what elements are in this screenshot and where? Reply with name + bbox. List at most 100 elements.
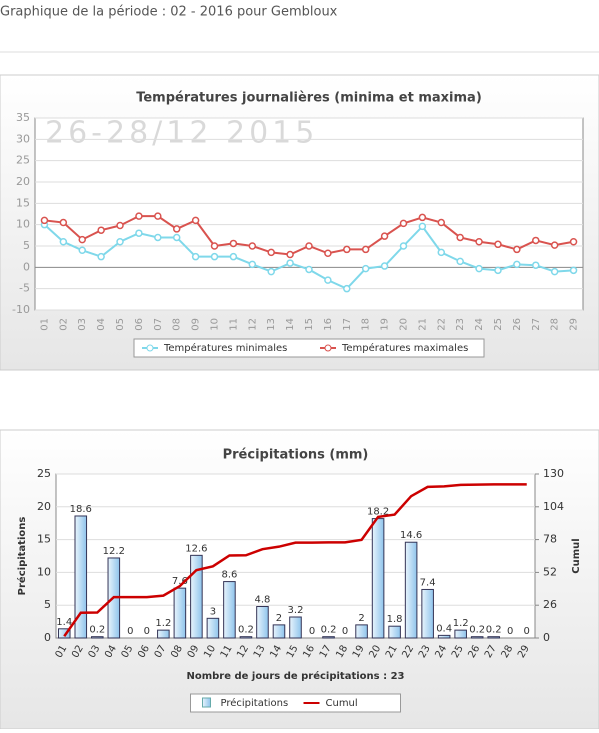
x-axis-label: Nombre de jours de précipitations : 23 (186, 670, 404, 682)
x-tick-label: 19 (380, 318, 391, 331)
marker (475, 237, 483, 246)
marker (135, 212, 143, 220)
bar (470, 636, 484, 639)
y-tick-label: 15 (37, 533, 51, 546)
marker (550, 241, 559, 249)
x-tick-label: 25 (493, 318, 504, 331)
marker (475, 264, 483, 273)
bar (289, 616, 302, 639)
bar (437, 634, 451, 639)
marker (361, 264, 370, 273)
data-label: 1.2 (453, 618, 469, 629)
bar (404, 541, 418, 639)
x-tick-label: 05 (115, 318, 126, 331)
x-tick-label: 13 (266, 318, 277, 331)
data-label: 12.2 (103, 546, 125, 557)
data-label: 14.6 (400, 530, 422, 541)
data-label: 0 (342, 626, 348, 637)
charts: Températures journalières (minima et max… (12, 91, 584, 713)
plot-area (55, 473, 536, 639)
x-tick-label: 22 (436, 318, 447, 331)
data-label: 12.6 (185, 543, 207, 554)
y2-tick-label: 0 (543, 631, 550, 644)
data-label: 0 (309, 626, 315, 637)
marker (532, 236, 540, 245)
bar (239, 636, 253, 639)
x-tick-label: 20 (398, 318, 409, 331)
marker (569, 237, 578, 246)
marker (267, 267, 275, 276)
marker (494, 266, 502, 275)
marker (154, 233, 162, 242)
data-label: 0 (127, 626, 133, 637)
marker (437, 218, 446, 227)
data-label: 7.4 (420, 577, 436, 588)
x-tick-label: 28 (550, 318, 561, 331)
data-label: 1.8 (387, 614, 403, 625)
data-label: 1.2 (155, 618, 171, 629)
data-label: 3 (210, 606, 216, 617)
marker (229, 239, 238, 248)
marker (191, 216, 200, 225)
x-tick-label: 26 (512, 318, 523, 331)
x-tick-label: 18 (361, 318, 372, 331)
y-tick-label: 0 (23, 260, 30, 273)
y2-tick-label: 78 (543, 533, 557, 546)
bar (322, 636, 335, 639)
legend-icon (146, 344, 154, 352)
x-tick-label: 04 (96, 318, 107, 331)
data-label: 0.4 (436, 623, 452, 634)
marker (324, 276, 332, 284)
data-label: 0.2 (486, 625, 502, 636)
bar (173, 587, 187, 639)
bar (57, 628, 71, 639)
marker (97, 226, 105, 234)
x-tick-label: 02 (58, 318, 69, 331)
marker (399, 242, 408, 250)
marker (456, 233, 464, 242)
marker (116, 237, 124, 246)
marker (418, 222, 427, 231)
marker (78, 246, 86, 255)
marker (399, 219, 408, 228)
marker (210, 242, 219, 250)
data-label: 0 (524, 626, 530, 637)
x-tick-label: 01 (39, 318, 50, 331)
marker (191, 252, 200, 261)
data-label: 2 (358, 613, 364, 624)
bar (223, 581, 236, 639)
data-label: 8.6 (221, 570, 237, 581)
bar (454, 629, 467, 639)
marker (513, 260, 521, 269)
marker (59, 237, 68, 246)
marker (343, 284, 351, 293)
marker (380, 262, 389, 270)
marker (210, 252, 219, 261)
marker (135, 229, 143, 237)
data-label: 1.4 (56, 617, 72, 628)
data-label: 3.2 (288, 605, 304, 616)
bar (355, 624, 368, 639)
bar (74, 515, 88, 639)
y2-tick-label: 52 (543, 565, 557, 578)
x-tick-label: 27 (531, 318, 542, 331)
legend-label: Cumul (326, 698, 358, 709)
marker (513, 245, 521, 254)
y-tick-label: 25 (37, 467, 51, 480)
x-tick-label: 23 (455, 318, 466, 331)
x-tick-label: 16 (323, 318, 334, 331)
x-tick-label: 12 (247, 318, 258, 331)
x-tick-label: 17 (342, 318, 353, 331)
marker (248, 260, 257, 269)
x-tick-label: 03 (77, 318, 88, 331)
marker (154, 212, 162, 220)
watermark: 26-28/12 2015 (45, 116, 318, 151)
y-tick-label: 5 (23, 239, 30, 252)
x-tick-label: 06 (134, 318, 145, 331)
x-tick-label: 15 (304, 318, 315, 331)
data-label: 4.8 (255, 595, 271, 606)
marker (494, 240, 502, 249)
y-axis-label: Précipitations (16, 517, 28, 596)
bar (371, 518, 385, 639)
